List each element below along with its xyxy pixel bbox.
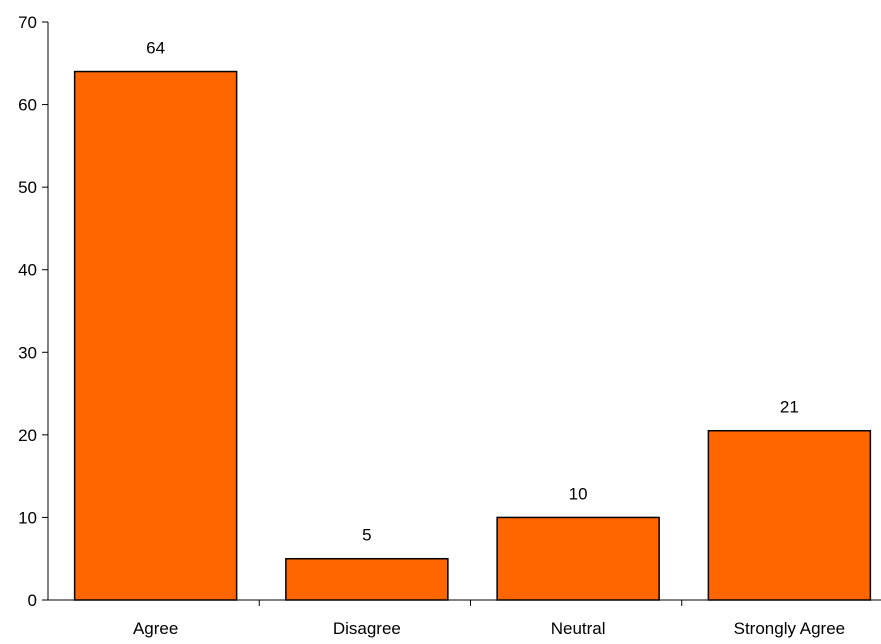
- data-label: 21: [780, 398, 799, 417]
- data-label: 10: [569, 484, 588, 503]
- x-category-label: Agree: [133, 619, 178, 638]
- bar-disagree: [285, 557, 449, 601]
- y-tick-label: 20: [18, 426, 37, 445]
- x-axis: Agree Disagree Neutral Strongly Agree: [48, 599, 881, 638]
- y-tick-label: 10: [18, 508, 37, 527]
- data-label: 5: [362, 526, 371, 545]
- y-axis: 0 10 20 30 40 50 60 70: [18, 13, 49, 610]
- y-tick-label: 30: [18, 343, 37, 362]
- bar-neutral: [496, 516, 660, 601]
- x-category-label: Neutral: [551, 619, 606, 638]
- bar-strongly-agree: [707, 429, 872, 601]
- y-tick-label: 40: [18, 261, 37, 280]
- data-label: 64: [146, 39, 165, 58]
- data-labels: 64 5 10 21: [146, 39, 799, 545]
- y-tick-label: 70: [18, 13, 37, 32]
- y-tick-label: 60: [18, 96, 37, 115]
- y-tick-label: 50: [18, 178, 37, 197]
- bar-agree: [73, 70, 238, 601]
- x-category-label: Strongly Agree: [734, 619, 846, 638]
- bars: [73, 70, 872, 601]
- y-tick-label: 0: [28, 591, 37, 610]
- x-category-label: Disagree: [333, 619, 401, 638]
